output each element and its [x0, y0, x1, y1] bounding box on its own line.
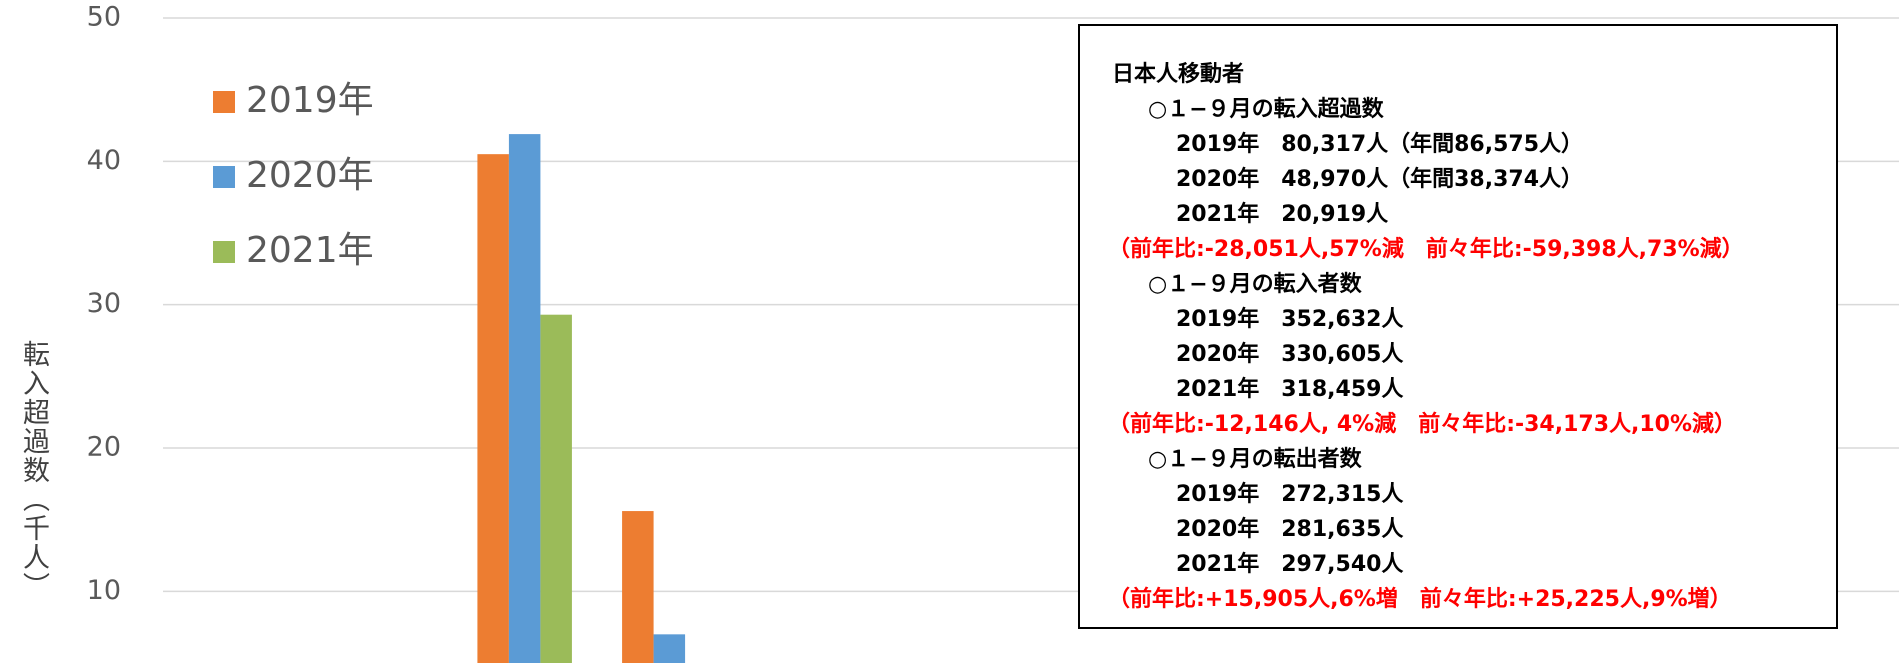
- annotation-line: 2021年 297,540人: [1176, 552, 1404, 577]
- bar: [508, 134, 541, 664]
- y-tick-label: 30: [87, 288, 121, 319]
- annotation-line: 2020年 281,635人: [1176, 517, 1404, 542]
- annotation-line: ○１−９月の転入者数: [1148, 272, 1362, 297]
- annotation-line: ○１−９月の転入超過数: [1148, 97, 1384, 122]
- annotation-line: 2019年 80,317人（年間86,575人）: [1176, 132, 1584, 157]
- bar: [653, 634, 686, 663]
- annotation-line: 2019年 272,315人: [1176, 482, 1404, 507]
- y-tick-label: 20: [87, 432, 121, 463]
- legend-label: 2019年: [246, 80, 374, 121]
- annotation-line: ○１−９月の転出者数: [1148, 447, 1362, 472]
- annotation-line: 2020年 330,605人: [1176, 342, 1404, 367]
- annotation-line: 2019年 352,632人: [1176, 307, 1404, 332]
- legend-swatch: [213, 241, 235, 263]
- annotation-line: 2020年 48,970人（年間38,374人）: [1176, 167, 1584, 192]
- annotation-line: （前年比:-28,051人,57%減 前々年比:-59,398人,73%減）: [1108, 237, 1744, 262]
- legend-label: 2020年: [246, 155, 374, 196]
- bar: [477, 154, 509, 663]
- legend-label: 2021年: [246, 230, 374, 271]
- annotation-line: 2021年 318,459人: [1176, 377, 1404, 402]
- y-axis-label: 転入超過数（千人）: [18, 340, 49, 601]
- annotation-line: （前年比:-12,146人, 4%減 前々年比:-34,173人,10%減）: [1108, 412, 1737, 437]
- bar: [540, 314, 572, 663]
- bar: [622, 511, 654, 663]
- legend-swatch: [213, 166, 235, 188]
- annotation-line: （前年比:+15,905人,6%増 前々年比:+25,225人,9%増）: [1108, 587, 1732, 612]
- annotation-box: 日本人移動者 ○１−９月の転入超過数 2019年 80,317人（年間86,57…: [1078, 24, 1838, 629]
- y-tick-label: 10: [87, 575, 121, 606]
- annotation-line: 2021年 20,919人: [1176, 202, 1389, 227]
- legend-swatch: [213, 91, 235, 113]
- y-tick-label: 40: [87, 145, 121, 176]
- y-tick-label: 50: [87, 2, 121, 33]
- annotation-title: 日本人移動者: [1112, 62, 1245, 87]
